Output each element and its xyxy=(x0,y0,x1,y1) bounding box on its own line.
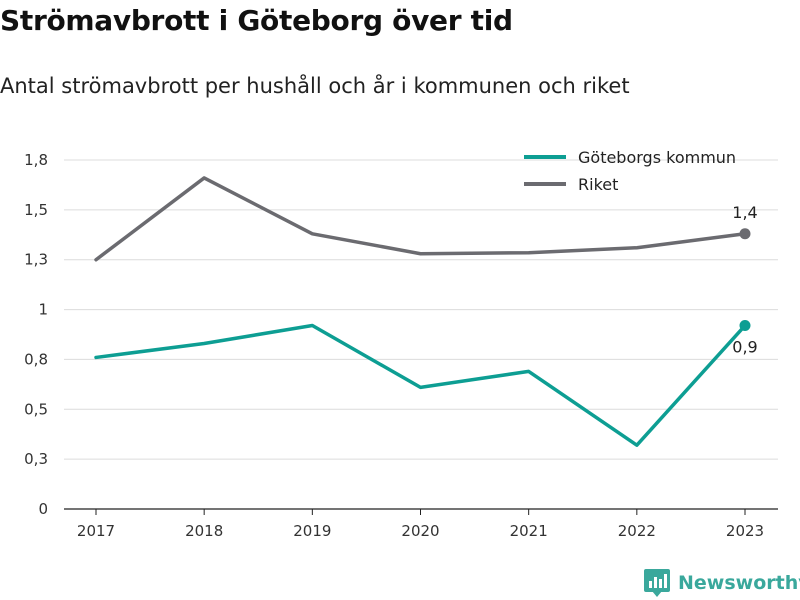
x-tick-label: 2020 xyxy=(401,522,439,540)
y-tick-label: 1,5 xyxy=(24,201,48,219)
y-tick-label: 0,8 xyxy=(24,350,48,368)
y-tick-label: 0,5 xyxy=(24,400,48,418)
x-tick-label: 2018 xyxy=(185,522,223,540)
x-tick-label: 2019 xyxy=(293,522,331,540)
y-axis: 0 0,3 0,5 0,8 1 1,3 1,5 1,8 xyxy=(24,151,48,518)
gridlines xyxy=(64,159,778,460)
x-tick-label: 2022 xyxy=(618,522,656,540)
y-tick-label: 0,3 xyxy=(24,450,48,468)
series-end-point xyxy=(739,320,751,332)
chart-title: Strömavbrott i Göteborg över tid xyxy=(0,4,513,37)
brand-name: Newsworthy xyxy=(678,572,800,594)
x-tick-label: 2023 xyxy=(726,522,764,540)
chart-subtitle: Antal strömavbrott per hushåll och år i … xyxy=(0,74,630,98)
x-axis: 2017 2018 2019 2020 2021 2022 2023 xyxy=(64,508,778,540)
series-line xyxy=(94,176,747,262)
y-tick-label: 1,3 xyxy=(24,251,48,269)
legend: Göteborgs kommun Riket xyxy=(524,148,736,194)
x-tick-label: 2021 xyxy=(510,522,548,540)
y-tick-label: 0 xyxy=(38,500,48,518)
brand-logo: Newsworthy xyxy=(644,568,800,598)
y-tick-label: 1,8 xyxy=(24,151,48,169)
x-tick-label: 2017 xyxy=(77,522,115,540)
legend-label: Riket xyxy=(578,175,618,194)
newsworthy-logo-icon xyxy=(644,569,670,597)
series-line xyxy=(94,323,747,447)
legend-label: Göteborgs kommun xyxy=(578,148,736,167)
data-label: 1,4 xyxy=(732,203,757,222)
data-label: 0,9 xyxy=(732,338,757,357)
series-end-point xyxy=(739,228,751,240)
series-lines: 0,9 1,4 xyxy=(94,176,758,447)
y-tick-label: 1 xyxy=(38,301,48,319)
